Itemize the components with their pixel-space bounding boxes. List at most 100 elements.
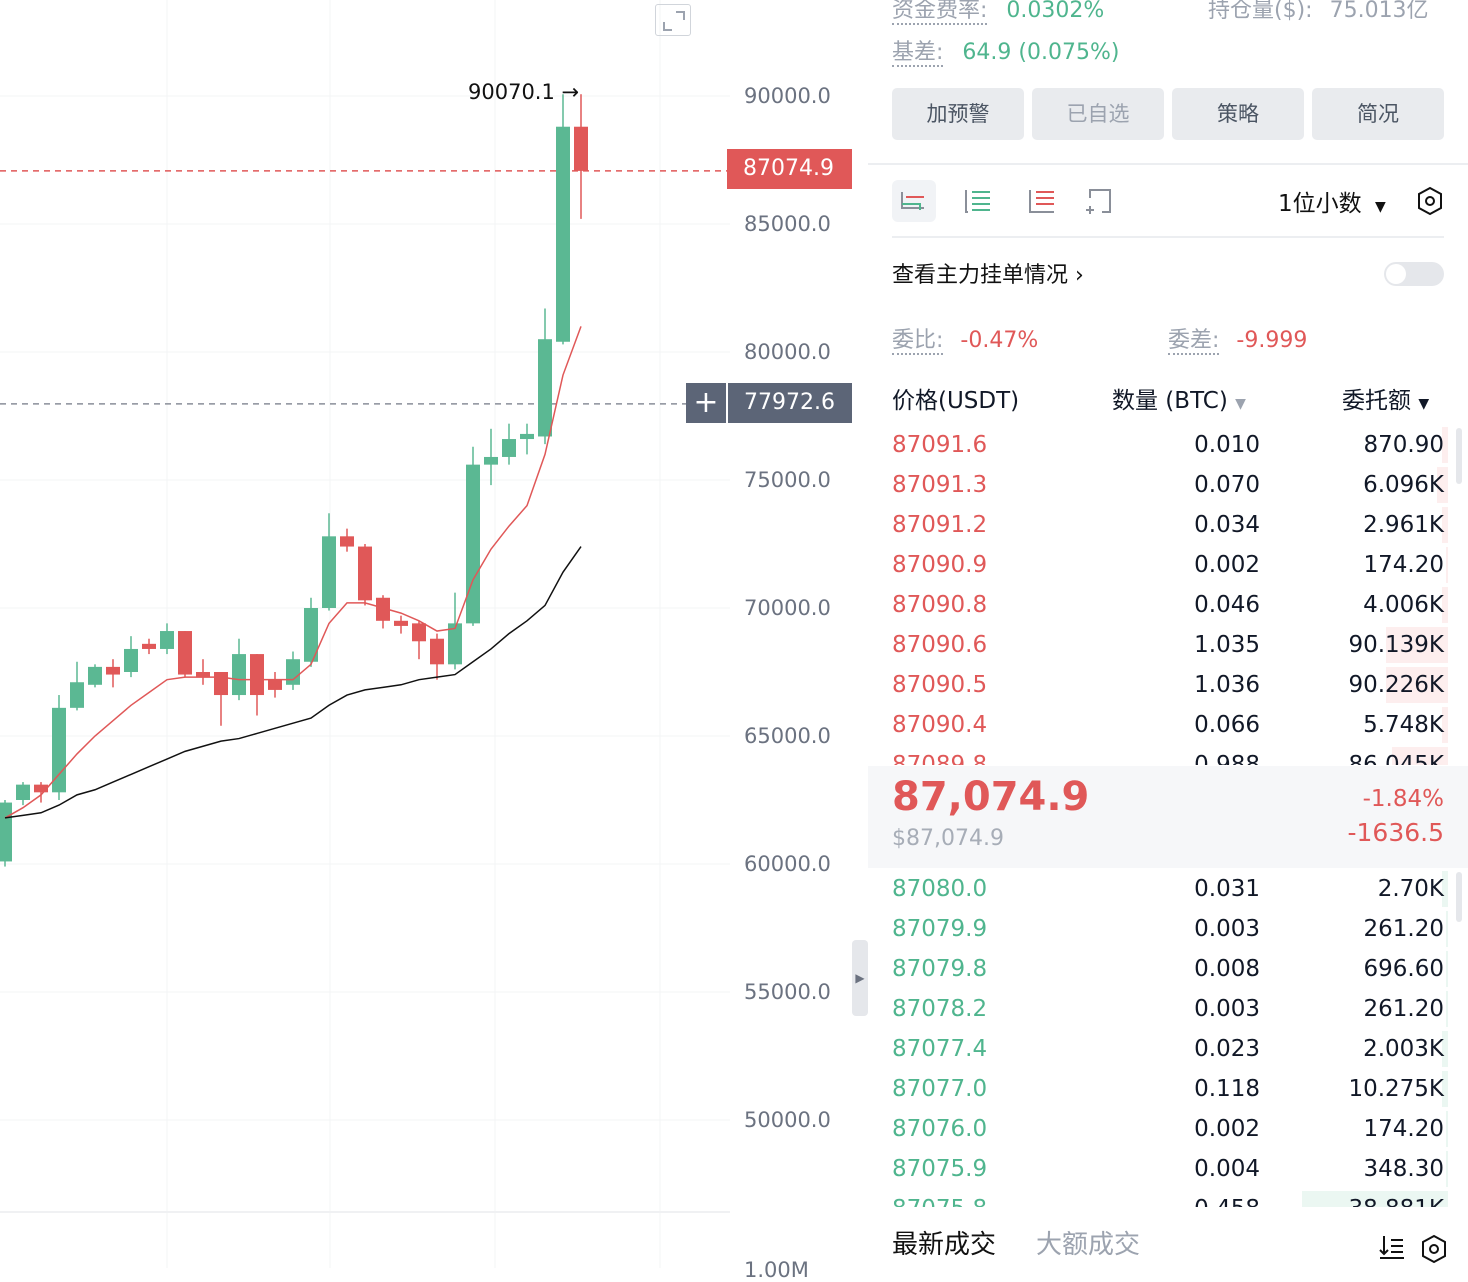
price-axis-label: 85000.0 bbox=[744, 212, 831, 236]
total-column-header[interactable]: 委托额 ▼ bbox=[1342, 381, 1429, 415]
bids-scrollbar[interactable] bbox=[1456, 872, 1462, 922]
candle-up bbox=[16, 784, 30, 800]
row-price: 87091.3 bbox=[892, 472, 988, 498]
sort-icon[interactable] bbox=[1378, 1232, 1406, 1264]
row-quantity: 0.066 bbox=[1194, 712, 1260, 738]
depth-bar bbox=[1446, 911, 1448, 947]
candle-up bbox=[304, 608, 318, 662]
both-sides-view-icon[interactable] bbox=[892, 180, 936, 222]
row-price: 87079.9 bbox=[892, 916, 988, 942]
row-total: 2.70K bbox=[1377, 876, 1444, 902]
row-price: 87077.4 bbox=[892, 1036, 988, 1062]
asks-row[interactable]: 87090.4 0.066 5.748K bbox=[868, 705, 1468, 745]
row-total: 348.30 bbox=[1363, 1156, 1444, 1182]
bids-row[interactable]: 87079.9 0.003 261.20 bbox=[868, 909, 1468, 949]
bids-row[interactable]: 87077.4 0.023 2.003K bbox=[868, 1029, 1468, 1069]
trades-settings-icon[interactable] bbox=[1420, 1234, 1448, 1268]
row-price: 87091.2 bbox=[892, 512, 988, 538]
row-quantity: 0.458 bbox=[1194, 1189, 1260, 1207]
asks-row[interactable]: 87091.2 0.034 2.961K bbox=[868, 505, 1468, 545]
asks-row[interactable]: 87090.9 0.002 174.20 bbox=[868, 545, 1468, 585]
price-column-header: 价格(USDT) bbox=[892, 388, 1020, 414]
precision-dropdown[interactable]: 1位小数 ▼ bbox=[1278, 184, 1386, 218]
bids-row[interactable]: 87080.0 0.031 2.70K bbox=[868, 869, 1468, 909]
row-price: 87075.8 bbox=[892, 1189, 987, 1207]
candle-down bbox=[250, 654, 264, 696]
row-price: 87091.6 bbox=[892, 432, 988, 458]
crosshair-add-button[interactable]: + bbox=[686, 383, 726, 423]
ma-fast-line bbox=[4, 326, 582, 819]
order-ratio-label: 委比: bbox=[892, 328, 944, 355]
bids-row[interactable]: 87075.9 0.004 348.30 bbox=[868, 1149, 1468, 1189]
row-total: 38.881K bbox=[1348, 1189, 1444, 1207]
asks-row[interactable]: 87089.8 0.988 86.045K bbox=[868, 745, 1468, 765]
ma-slow-line bbox=[4, 546, 582, 819]
asks-row[interactable]: 87091.6 0.010 870.90 bbox=[868, 425, 1468, 465]
row-quantity: 0.010 bbox=[1194, 432, 1260, 458]
row-quantity: 0.008 bbox=[1194, 956, 1260, 982]
row-price: 87090.9 bbox=[892, 552, 988, 578]
candle-up bbox=[232, 654, 246, 696]
add-alert-button[interactable]: 加预警 bbox=[892, 88, 1024, 140]
bids-view-icon[interactable] bbox=[956, 180, 1000, 222]
bids-row[interactable]: 87075.8 0.458 38.881K bbox=[868, 1189, 1468, 1207]
candle-down bbox=[106, 666, 120, 675]
bids-row[interactable]: 87079.8 0.008 696.60 bbox=[868, 949, 1468, 989]
asks-row[interactable]: 87090.6 1.035 90.139K bbox=[868, 625, 1468, 665]
price-axis-label: 90000.0 bbox=[744, 84, 831, 108]
caret-down-icon: ▼ bbox=[1374, 199, 1386, 215]
depth-bar bbox=[1442, 507, 1448, 543]
bids-row[interactable]: 87076.0 0.002 174.20 bbox=[868, 1109, 1468, 1149]
basis-label: 基差: bbox=[892, 40, 944, 67]
candle-up bbox=[538, 339, 552, 437]
depth-bar bbox=[1386, 627, 1448, 663]
asks-view-icon[interactable] bbox=[1020, 180, 1064, 222]
candle-down bbox=[340, 536, 354, 547]
tab-latest-trades[interactable]: 最新成交 bbox=[892, 1230, 997, 1260]
collapse-panel-button[interactable]: ▶ bbox=[852, 940, 868, 1016]
row-price: 87090.6 bbox=[892, 632, 988, 658]
bids-row[interactable]: 87077.0 0.118 10.275K bbox=[868, 1069, 1468, 1109]
candle-down bbox=[574, 126, 588, 171]
asks-row[interactable]: 87090.5 1.036 90.226K bbox=[868, 665, 1468, 705]
depth-bar bbox=[1446, 547, 1448, 583]
favorited-button[interactable]: 已自选 bbox=[1032, 88, 1164, 140]
depth-bar bbox=[1386, 667, 1448, 703]
high-price-label: 90070.1 → bbox=[468, 80, 580, 104]
change-amount: -1636.5 bbox=[1347, 818, 1445, 847]
row-quantity: 1.036 bbox=[1194, 672, 1260, 698]
orderbook-panel: 资金费率: 0.0302% 持仓量($): 75.013亿 基差: 64.9 (… bbox=[868, 0, 1468, 1268]
price-axis-label: 75000.0 bbox=[744, 468, 831, 492]
asks-row[interactable]: 87090.8 0.046 4.006K bbox=[868, 585, 1468, 625]
strategy-button[interactable]: 策略 bbox=[1172, 88, 1304, 140]
overview-button[interactable]: 简况 bbox=[1312, 88, 1444, 140]
candle-down bbox=[430, 638, 444, 665]
asks-scrollbar[interactable] bbox=[1456, 428, 1462, 484]
candle-down bbox=[394, 620, 408, 626]
price-axis-label: 70000.0 bbox=[744, 596, 831, 620]
row-total: 4.006K bbox=[1363, 592, 1444, 618]
price-axis-label: 80000.0 bbox=[744, 340, 831, 364]
depth-bar bbox=[1442, 587, 1448, 623]
candle-up bbox=[448, 623, 462, 665]
candlestick-chart[interactable]: 90000.0 85000.0 80000.0 75000.0 70000.0 65000… bbox=[0, 0, 855, 1282]
depth-bar bbox=[1442, 427, 1448, 463]
candle-down bbox=[142, 643, 156, 649]
fullscreen-icon[interactable] bbox=[655, 4, 691, 36]
candle-up bbox=[286, 659, 300, 685]
row-total: 174.20 bbox=[1363, 1116, 1444, 1142]
row-quantity: 0.002 bbox=[1194, 1116, 1260, 1142]
depth-add-icon[interactable] bbox=[1080, 180, 1124, 222]
asks-list: 87091.6 0.010 870.90 87091.3 0.070 6.096… bbox=[868, 425, 1468, 765]
settings-icon[interactable] bbox=[1416, 186, 1444, 220]
main-orders-link[interactable]: 查看主力挂单情况 › bbox=[892, 257, 1084, 289]
chart-canvas[interactable] bbox=[0, 0, 855, 1268]
main-orders-toggle[interactable] bbox=[1384, 262, 1444, 286]
order-diff-label: 委差: bbox=[1168, 328, 1220, 355]
quantity-column-header[interactable]: 数量 (BTC) ▼ bbox=[1112, 381, 1246, 415]
bids-row[interactable]: 87078.2 0.003 261.20 bbox=[868, 989, 1468, 1029]
asks-row[interactable]: 87091.3 0.070 6.096K bbox=[868, 465, 1468, 505]
depth-bar bbox=[1442, 1071, 1448, 1107]
precision-value: 1位小数 bbox=[1278, 191, 1362, 217]
tab-large-trades[interactable]: 大额成交 bbox=[1036, 1230, 1141, 1260]
